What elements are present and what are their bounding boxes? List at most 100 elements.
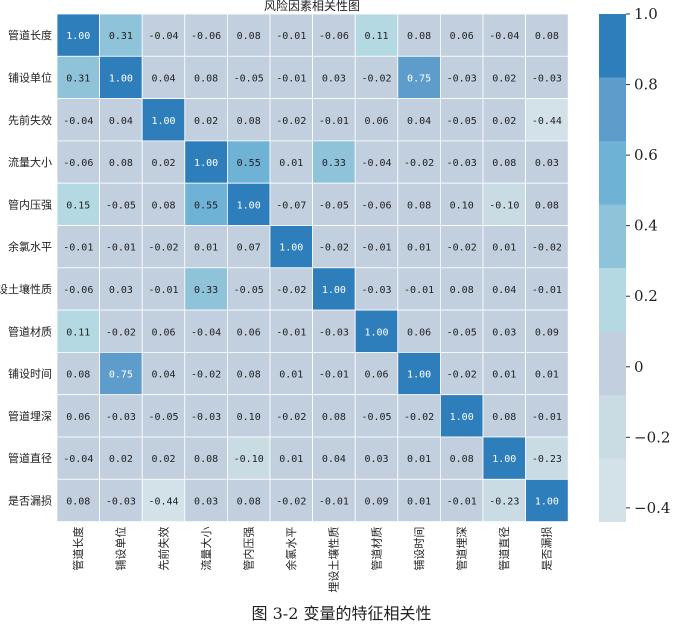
- heatmap-cell: [354, 351, 399, 396]
- cell-value-label: 1.00: [492, 454, 516, 465]
- cell-value-label: 0.06: [407, 327, 431, 338]
- cell-value-label: -0.02: [532, 243, 562, 254]
- cell-value-label: -0.44: [148, 496, 178, 507]
- cell-value-label: -0.01: [276, 327, 306, 338]
- x-tick-label: 先前失效: [156, 527, 170, 571]
- x-tick-label: 流量大小: [199, 527, 213, 571]
- y-tick-label: 铺设单位: [8, 70, 52, 84]
- colorbar-tick-label: 0: [634, 358, 644, 376]
- colorbar-tick-label: −0.4: [634, 499, 670, 517]
- cell-value-label: 0.08: [492, 412, 516, 423]
- cell-value-label: -0.02: [361, 73, 391, 84]
- cell-value-label: 0.08: [407, 31, 431, 42]
- cell-value-label: 0.01: [279, 454, 303, 465]
- cell-value-label: -0.03: [191, 412, 221, 423]
- cell-value-label: 0.01: [407, 243, 431, 254]
- heatmap-cell: [56, 182, 100, 226]
- cell-value-label: -0.05: [361, 412, 391, 423]
- cell-value-label: -0.04: [63, 116, 93, 127]
- heatmap-cell: [226, 267, 271, 311]
- cell-value-label: -0.02: [447, 370, 477, 381]
- heatmap-cell: [482, 182, 526, 226]
- figure-caption: 图 3-2 变量的特征相关性: [251, 604, 432, 623]
- x-tick-label: 铺设时间: [413, 527, 426, 571]
- heatmap-cell: [141, 13, 186, 57]
- cell-value-label: 0.31: [109, 31, 133, 42]
- cell-value-label: -0.04: [489, 31, 519, 42]
- heatmap-cell: [99, 13, 143, 57]
- heatmap-cell: [184, 55, 228, 99]
- heatmap-cell: [525, 225, 569, 269]
- cell-value-label: 0.75: [109, 370, 133, 381]
- cell-value-label: 0.75: [407, 73, 431, 84]
- cell-value-label: 0.09: [364, 496, 388, 507]
- heatmap-cell: [99, 394, 143, 438]
- cell-value-label: 0.08: [194, 73, 218, 84]
- heatmap-cell: [269, 351, 313, 396]
- cell-value-label: -0.01: [361, 243, 391, 254]
- cell-value-label: 0.06: [364, 370, 388, 381]
- cell-value-label: 0.08: [66, 496, 90, 507]
- y-tick-label: 流量大小: [8, 155, 52, 169]
- cell-value-label: -0.01: [319, 116, 349, 127]
- cell-value-label: 0.02: [194, 116, 218, 127]
- heatmap-cell: [354, 436, 399, 480]
- cell-value-label: 0.06: [151, 327, 175, 338]
- heatmap-cell: [397, 436, 441, 480]
- colorbar-segment: [599, 77, 626, 141]
- cell-value-label: -0.02: [148, 243, 178, 254]
- heatmap-cell: [397, 225, 441, 269]
- heatmap-cell: [269, 13, 313, 57]
- heatmap-cell: [269, 55, 313, 99]
- cell-value-label: -0.05: [447, 327, 477, 338]
- cell-value-label: 1.00: [322, 285, 346, 296]
- heatmap-cell: [269, 225, 313, 269]
- cell-value-label: 0.33: [194, 285, 218, 296]
- cell-value-label: 0.03: [364, 454, 388, 465]
- y-tick-label: 管道直径: [8, 451, 52, 465]
- cell-value-label: 1.00: [237, 200, 261, 211]
- heatmap-cell: [439, 267, 484, 311]
- x-tick-label: 管道埋深: [455, 527, 469, 571]
- cell-value-label: 0.11: [364, 31, 388, 42]
- heatmap-cell: [226, 309, 271, 353]
- heatmap-cell: [141, 267, 186, 311]
- cell-value-label: 0.08: [322, 412, 346, 423]
- heatmap-cell: [482, 478, 526, 522]
- cell-value-label: 0.08: [535, 200, 559, 211]
- heatmap-cell: [99, 436, 143, 480]
- cell-value-label: 0.08: [407, 200, 431, 211]
- heatmap-cell: [312, 394, 356, 438]
- heatmap-cell: [525, 98, 569, 142]
- cell-value-label: 0.08: [151, 200, 175, 211]
- y-tick-label: 管道长度: [8, 28, 52, 42]
- cell-value-label: -0.01: [447, 496, 477, 507]
- heatmap-cell: [184, 225, 228, 269]
- cell-value-label: 0.08: [450, 285, 474, 296]
- heatmap-cell: [184, 436, 228, 480]
- heatmap-cell: [226, 394, 271, 438]
- heatmap-cell: [141, 478, 186, 522]
- heatmap-cell: [99, 478, 143, 522]
- cell-value-label: 0.09: [535, 327, 559, 338]
- colorbar-segment: [599, 458, 626, 522]
- heatmap-cell: [482, 436, 526, 480]
- cell-value-label: 0.08: [237, 370, 261, 381]
- heatmap-cell: [439, 394, 484, 438]
- cell-value-label: 0.03: [109, 285, 133, 296]
- heatmap-cell: [482, 351, 526, 396]
- heatmap-cell: [141, 98, 186, 142]
- heatmap-cell: [312, 140, 356, 184]
- heatmap-cell: [184, 309, 228, 353]
- heatmap-cell: [439, 478, 484, 522]
- cell-value-label: 0.01: [492, 243, 516, 254]
- cell-value-label: 0.08: [109, 158, 133, 169]
- cell-value-label: -0.03: [106, 412, 136, 423]
- cell-value-label: 1.00: [66, 31, 90, 42]
- heatmap-cell: [56, 309, 100, 353]
- heatmap-cell: [397, 267, 441, 311]
- heatmap-cell: [184, 351, 228, 396]
- cell-value-label: 0.03: [535, 158, 559, 169]
- heatmap-cell: [482, 140, 526, 184]
- cell-value-label: -0.02: [276, 116, 306, 127]
